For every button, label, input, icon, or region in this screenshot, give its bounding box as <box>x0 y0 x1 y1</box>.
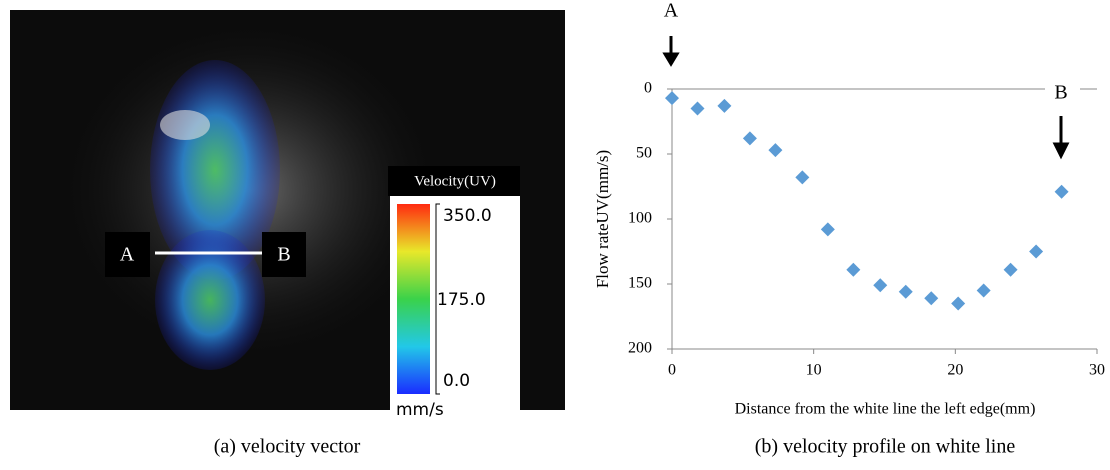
vector-field <box>155 230 265 370</box>
point <box>1029 245 1043 259</box>
highlight <box>160 110 210 140</box>
caption: (a) velocity vector <box>214 436 361 458</box>
colorbar <box>397 204 430 394</box>
y-axis-title: Flow rateUV(mm/s) <box>593 150 612 288</box>
label-b: B <box>277 244 290 266</box>
point <box>743 131 757 145</box>
image-panel: A B Velocity(UV) 350.0 175.0 0.0 mm/s (a… <box>10 10 565 458</box>
colorbar-tick: 0.0 <box>443 371 470 391</box>
chart: 0 50 100 150 200 0 10 20 30 (b) velocity profile… <box>593 0 1105 458</box>
y-tick-label: 0 <box>644 80 652 97</box>
point <box>873 278 887 292</box>
colorbar-title: Velocity(UV) <box>414 173 496 189</box>
x-tick-label: 20 <box>947 362 963 379</box>
axes: 0 50 100 150 200 0 10 20 30 <box>628 80 1105 379</box>
point <box>977 284 991 298</box>
colorbar-tick: 175.0 <box>437 290 486 310</box>
axis-frame <box>672 89 1097 349</box>
point <box>665 91 679 105</box>
colorbar-unit: mm/s <box>396 400 444 420</box>
x-tick-label: 10 <box>806 362 822 379</box>
label-a: A <box>120 244 135 266</box>
x-axis-title: Distance from the white line the left ed… <box>735 401 1036 418</box>
annotation: B <box>1054 82 1067 104</box>
arrow <box>665 36 677 64</box>
y-tick-label: 100 <box>628 210 652 227</box>
colorbar-tick: 350.0 <box>443 206 492 226</box>
point <box>795 170 809 184</box>
arrow <box>1055 116 1067 156</box>
point <box>846 263 860 277</box>
point <box>691 102 705 116</box>
y-tick-label: 150 <box>628 275 652 292</box>
x-tick-label: 30 <box>1089 362 1105 379</box>
annotation: A <box>664 0 679 22</box>
x-tick-label: 0 <box>668 362 676 379</box>
point <box>768 143 782 157</box>
point <box>899 285 913 299</box>
point <box>1055 185 1069 199</box>
point <box>1004 263 1018 277</box>
figure: A B Velocity(UV) 350.0 175.0 0.0 mm/s (a… <box>0 0 1110 470</box>
y-tick-label: 50 <box>636 145 652 162</box>
point <box>717 99 731 113</box>
y-tick-label: 200 <box>628 340 652 357</box>
caption: (b) velocity profile on white line <box>755 436 1016 458</box>
point <box>951 297 965 311</box>
page: A B Velocity(UV) 350.0 175.0 0.0 mm/s (a… <box>0 0 1110 470</box>
point <box>924 291 938 305</box>
point <box>821 222 835 236</box>
